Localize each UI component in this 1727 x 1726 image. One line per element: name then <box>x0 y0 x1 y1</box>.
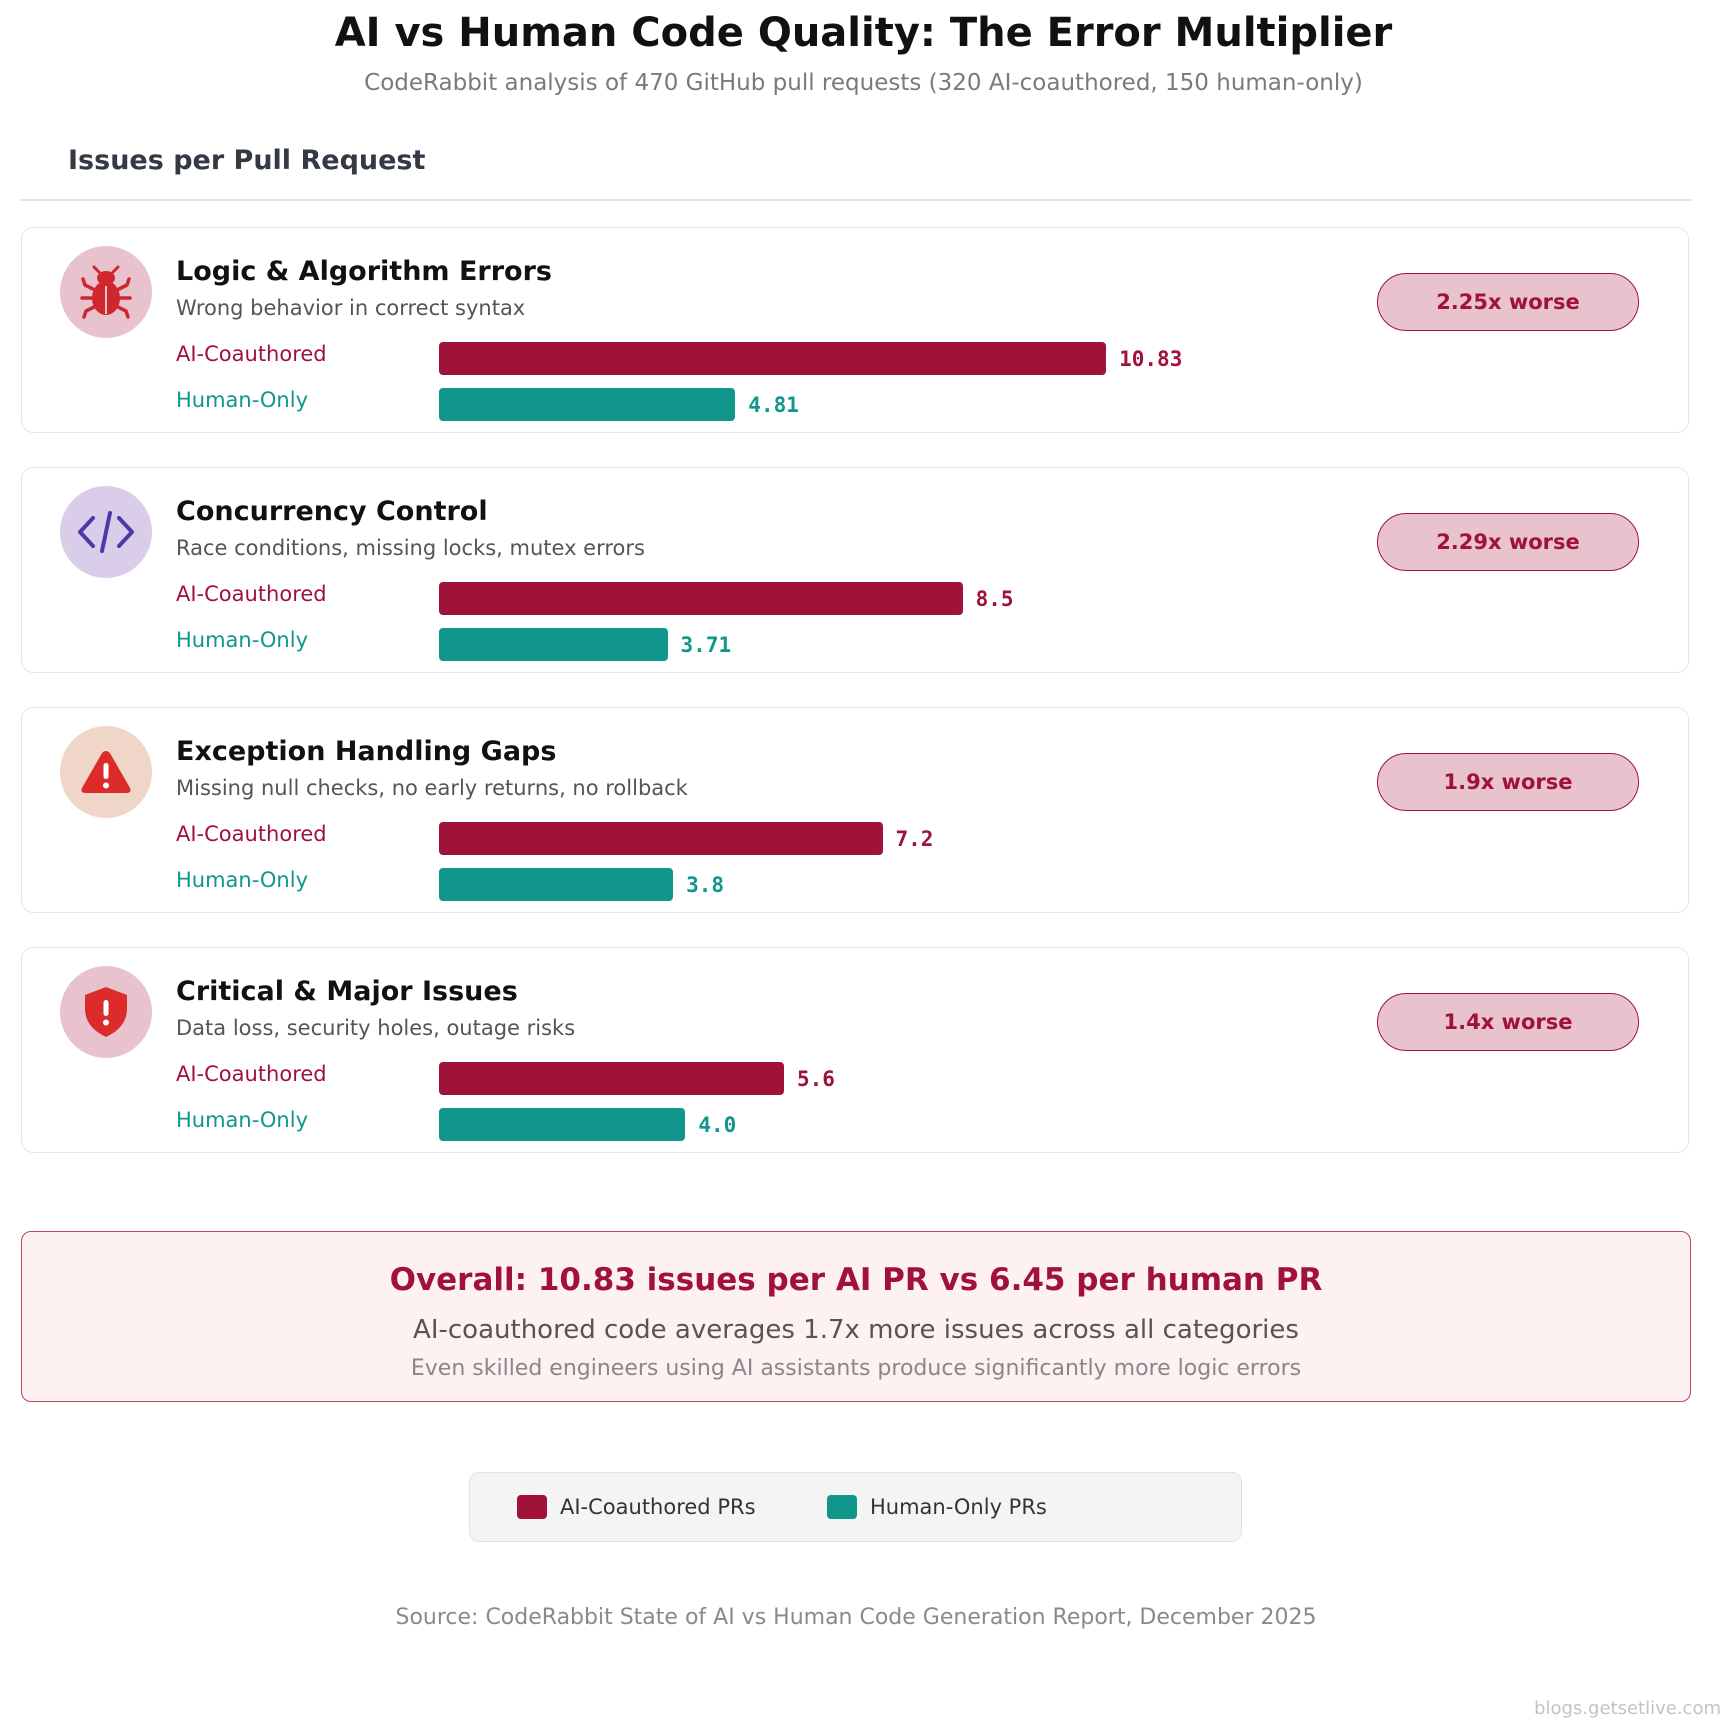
multiplier-badge: 1.9x worse <box>1377 753 1639 811</box>
legend-swatch-human <box>827 1495 857 1519</box>
human-row-label: Human-Only <box>176 868 308 892</box>
category-card-exception-handling-gaps: Exception Handling Gaps Missing null chec… <box>21 707 1689 913</box>
category-card-concurrency-control: Concurrency Control Race conditions, miss… <box>21 467 1689 673</box>
ai-value-label: 5.6 <box>796 1067 835 1091</box>
human-bar-logic-and-algorithm-errors <box>439 388 736 421</box>
ai-value-label: 7.2 <box>895 827 934 851</box>
category-description: Missing null checks, no early returns, n… <box>176 776 688 800</box>
human-bar-critical-and-major-issues <box>439 1108 686 1141</box>
human-bar-exception-handling-gaps <box>439 868 674 901</box>
ai-bar-critical-and-major-issues <box>439 1062 784 1095</box>
human-bar-concurrency-control <box>439 628 668 661</box>
warning-icon <box>60 726 152 818</box>
human-row-label: Human-Only <box>176 628 308 652</box>
category-description: Race conditions, missing locks, mutex er… <box>176 536 645 560</box>
category-title: Concurrency Control <box>176 496 488 527</box>
category-title: Logic & Algorithm Errors <box>176 256 552 287</box>
category-description: Wrong behavior in correct syntax <box>176 296 526 320</box>
shield-alert-icon <box>60 966 152 1058</box>
human-value-label: 3.71 <box>680 633 732 657</box>
section-divider <box>21 199 1691 201</box>
summary-headline: Overall: 10.83 issues per AI PR vs 6.45 … <box>389 1262 1323 1298</box>
code-icon <box>60 486 152 578</box>
human-row-label: Human-Only <box>176 1108 308 1132</box>
multiplier-badge: 2.29x worse <box>1377 513 1639 571</box>
multiplier-badge: 2.25x worse <box>1377 273 1639 331</box>
category-description: Data loss, security holes, outage risks <box>176 1016 576 1040</box>
ai-row-label: AI-Coauthored <box>176 1062 327 1086</box>
human-value-label: 4.81 <box>748 393 799 417</box>
legend-item-ai: AI-Coauthored PRs <box>517 1473 756 1541</box>
category-card-logic-and-algorithm-errors: Logic & Algorithm Errors Wrong behavior i… <box>21 227 1689 433</box>
human-value-label: 3.8 <box>686 873 725 897</box>
section-title: Issues per Pull Request <box>68 145 426 176</box>
category-title: Critical & Major Issues <box>176 976 518 1007</box>
chart-title: AI vs Human Code Quality: The Error Mult… <box>334 10 1393 56</box>
source-note: Source: CodeRabbit State of AI vs Human … <box>395 1605 1317 1630</box>
multiplier-badge: 1.4x worse <box>1377 993 1639 1051</box>
bug-icon <box>60 246 152 338</box>
ai-value-label: 10.83 <box>1119 347 1183 371</box>
watermark: blogs.getsetlive.com <box>1534 1698 1721 1719</box>
legend-label-ai: AI-Coauthored PRs <box>560 1495 756 1519</box>
ai-bar-exception-handling-gaps <box>439 822 883 855</box>
legend-swatch-ai <box>517 1495 547 1519</box>
legend: AI-Coauthored PRs Human-Only PRs <box>469 1472 1242 1542</box>
ai-row-label: AI-Coauthored <box>176 822 327 846</box>
human-value-label: 4.0 <box>698 1113 737 1137</box>
summary-line-2: Even skilled engineers using AI assistan… <box>410 1356 1302 1381</box>
summary-box: Overall: 10.83 issues per AI PR vs 6.45 … <box>21 1231 1691 1402</box>
summary-line-1: AI-coauthored code averages 1.7x more is… <box>413 1315 1299 1345</box>
legend-item-human: Human-Only PRs <box>827 1473 1047 1541</box>
category-title: Exception Handling Gaps <box>176 736 557 767</box>
ai-bar-concurrency-control <box>439 582 963 615</box>
chart-subtitle: CodeRabbit analysis of 470 GitHub pull r… <box>364 70 1363 96</box>
ai-bar-logic-and-algorithm-errors <box>439 342 1107 375</box>
ai-value-label: 8.5 <box>975 587 1014 611</box>
category-card-critical-and-major-issues: Critical & Major Issues Data loss, securi… <box>21 947 1689 1153</box>
ai-row-label: AI-Coauthored <box>176 582 327 606</box>
human-row-label: Human-Only <box>176 388 308 412</box>
ai-row-label: AI-Coauthored <box>176 342 327 366</box>
legend-label-human: Human-Only PRs <box>870 1495 1047 1519</box>
